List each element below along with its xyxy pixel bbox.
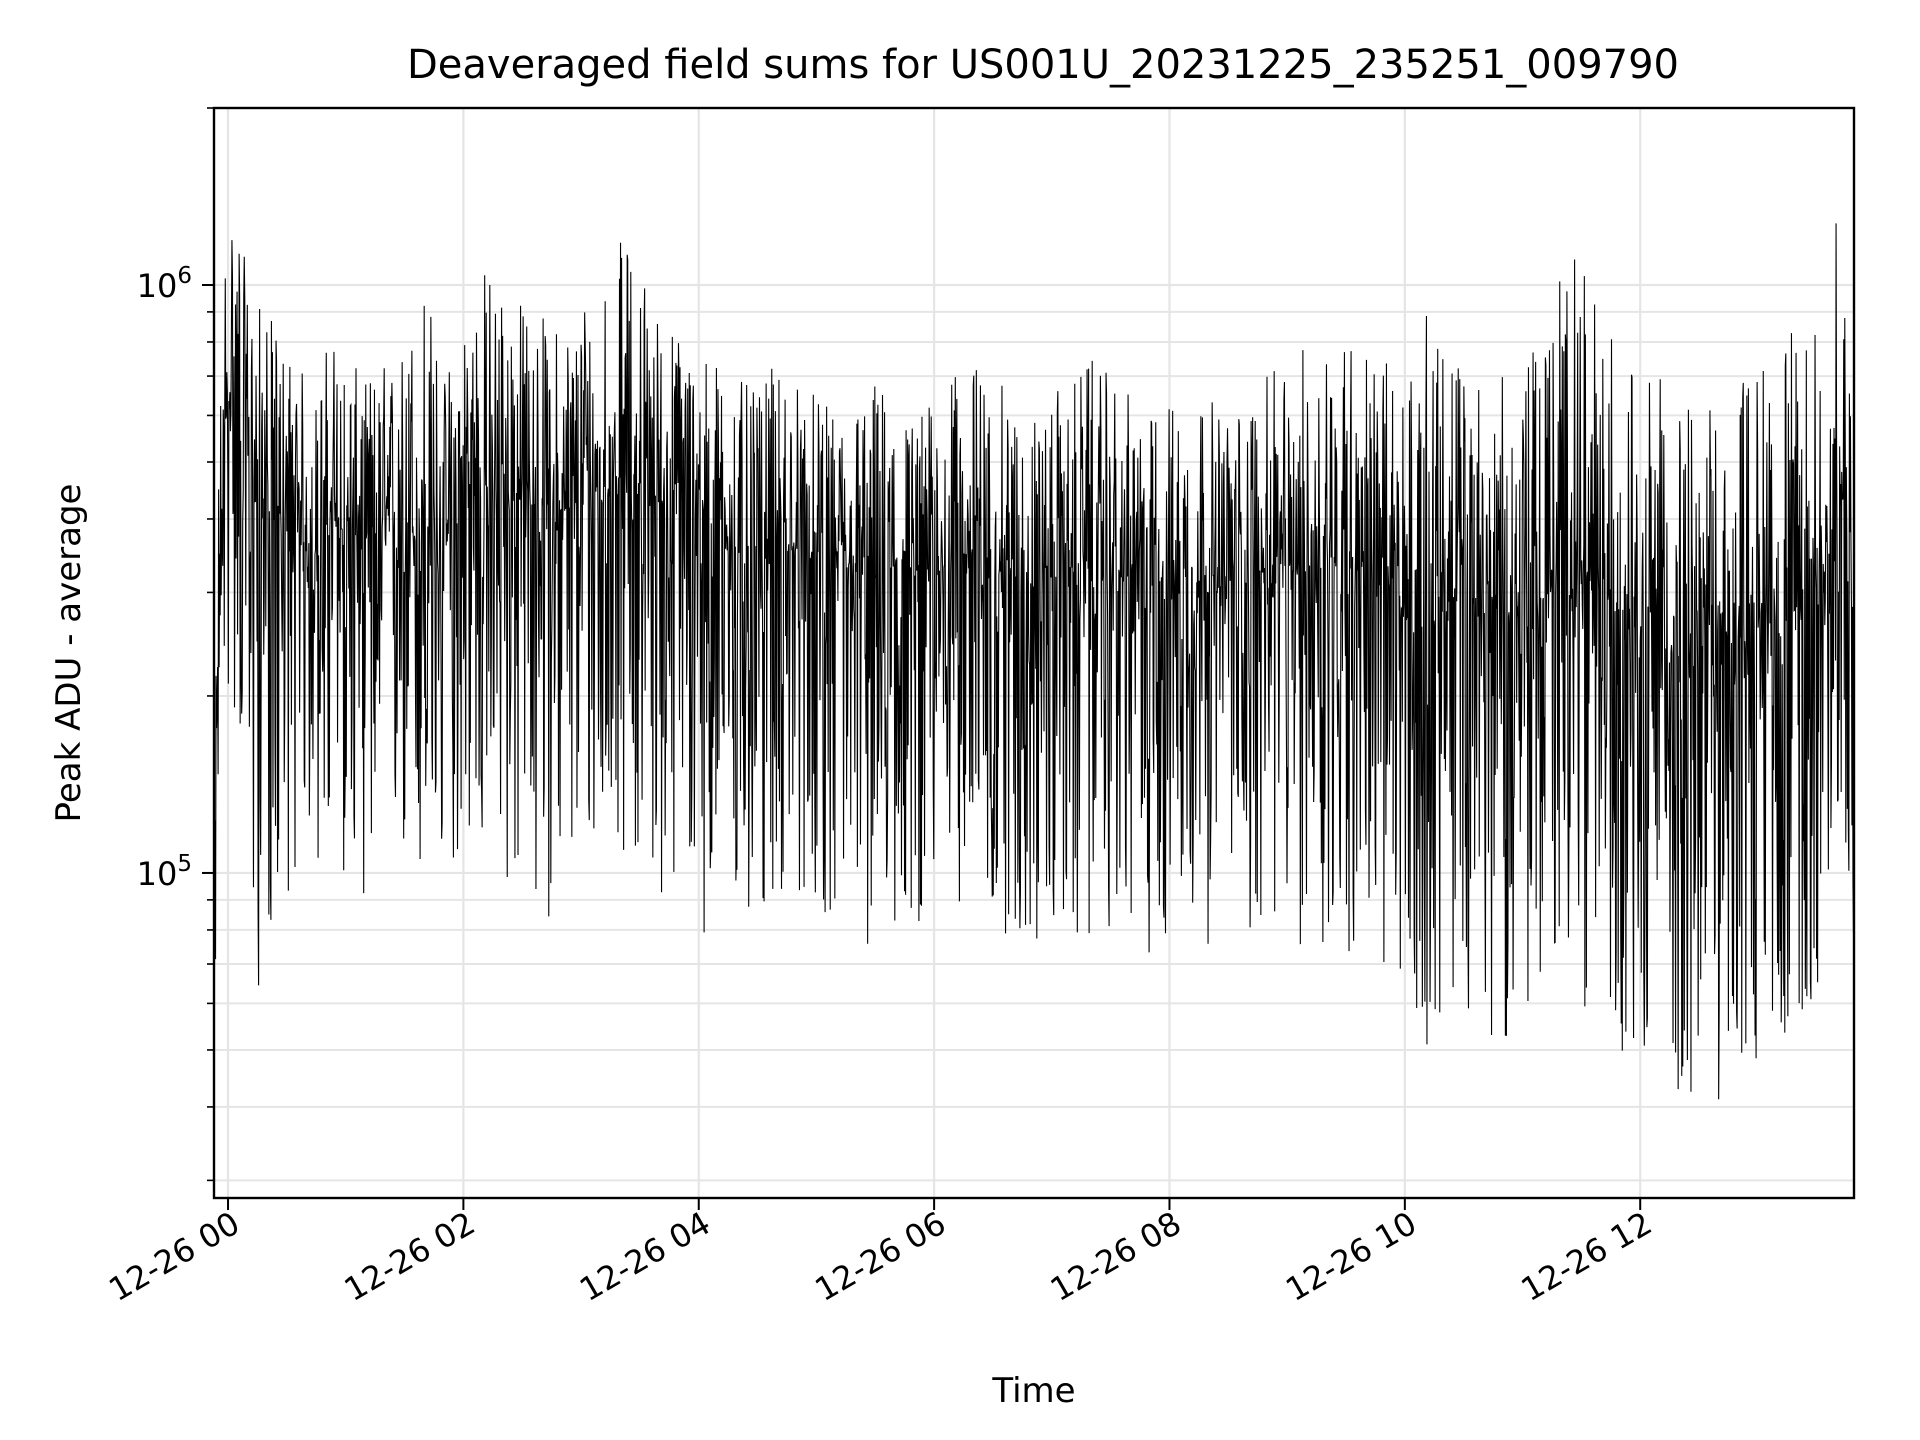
- y-tick-label: 105: [137, 851, 192, 893]
- axes-frame: [212, 106, 1856, 1200]
- y-tick-label: 106: [137, 263, 192, 305]
- plot-area: [213, 223, 1855, 1100]
- chart-title: Deaveraged field sums for US001U_2023122…: [407, 42, 1679, 88]
- y-axis-label: Peak ADU - average: [49, 484, 89, 823]
- series-line: [213, 223, 1855, 1100]
- y-axis: 105 106: [137, 107, 214, 1182]
- x-axis-label: Time: [991, 1371, 1075, 1411]
